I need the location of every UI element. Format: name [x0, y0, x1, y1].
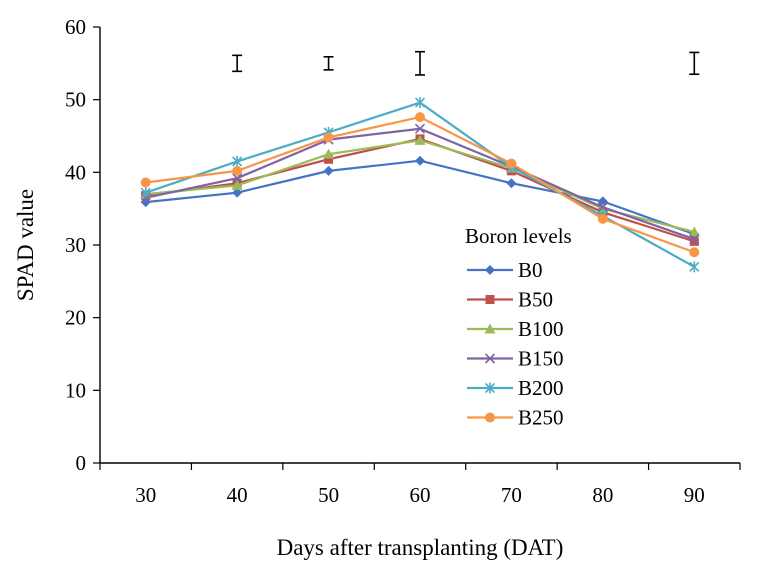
series-b250 [140, 112, 700, 258]
data-point-b250 [506, 158, 517, 169]
series-line-b100 [145, 139, 695, 233]
y-tick-label: 60 [65, 15, 86, 39]
legend: Boron levels B0 B50 B100 B150 B200 B250 [465, 224, 572, 430]
series-b100 [140, 134, 700, 237]
x-tick-label: 80 [592, 483, 613, 507]
series-b0 [140, 155, 700, 240]
data-point-b200 [414, 97, 426, 109]
series-lines [140, 97, 700, 273]
legend-marker [484, 353, 496, 364]
data-point-b50 [689, 236, 699, 246]
legend-marker [485, 295, 495, 304]
data-point-b250 [415, 112, 425, 123]
legend-item-b200: B200 [467, 376, 564, 400]
legend-label: B0 [518, 258, 543, 282]
data-point-b200 [689, 261, 700, 273]
legend-label: B150 [518, 347, 564, 371]
y-tick-label: 0 [76, 451, 87, 475]
legend-label: B50 [518, 288, 553, 312]
legend-marker [485, 412, 495, 423]
legend-item-b150: B150 [467, 347, 564, 371]
y-tick-label: 20 [65, 306, 86, 330]
data-point-b250 [232, 165, 243, 176]
y-tick-label: 30 [65, 233, 86, 257]
data-point-b150-stroke [414, 123, 426, 134]
data-point-b0 [506, 178, 517, 189]
legend-title: Boron levels [465, 224, 572, 248]
data-point-b200 [140, 187, 151, 199]
x-tick-label: 30 [135, 483, 156, 507]
x-tick-label: 50 [318, 483, 339, 507]
data-point-b250 [689, 247, 700, 258]
y-tick-label: 50 [65, 88, 86, 112]
series-b50 [141, 134, 699, 246]
data-point-b150-stroke [597, 202, 608, 213]
x-axis-title: Days after transplanting (DAT) [277, 535, 564, 560]
data-point-b100 [323, 148, 335, 159]
axes: 0 10 20 30 40 50 60 30 40 50 60 70 80 90 [65, 15, 741, 507]
legend-label: B100 [518, 317, 564, 341]
data-point-b150 [597, 202, 608, 213]
data-point-b150 [414, 123, 426, 134]
y-tick-label: 10 [65, 378, 86, 402]
data-point-b0 [323, 165, 334, 176]
data-point-b50 [324, 154, 334, 164]
legend-item-b250: B250 [467, 406, 564, 430]
data-point-b150 [232, 173, 243, 184]
data-point-b100 [414, 134, 426, 145]
error-bars [232, 50, 700, 76]
x-tick-label: 70 [501, 483, 522, 507]
y-axis-title: SPAD value [13, 189, 38, 301]
x-tick-label: 40 [227, 483, 248, 507]
y-tick-label: 40 [65, 160, 86, 184]
x-tick-label: 90 [684, 483, 705, 507]
legend-item-b100: B100 [467, 317, 564, 341]
legend-marker [484, 382, 496, 394]
legend-label: B250 [518, 406, 564, 430]
data-point-b100 [688, 226, 700, 237]
legend-label: B200 [518, 376, 564, 400]
legend-marker-stroke [484, 353, 496, 364]
x-tick-label: 60 [410, 483, 431, 507]
legend-item-b0: B0 [467, 258, 543, 282]
legend-marker [484, 323, 496, 334]
legend-marker [485, 265, 495, 275]
data-point-b150 [689, 234, 700, 245]
data-point-b250 [140, 177, 151, 188]
data-point-b150-stroke [689, 234, 700, 245]
legend-item-b50: B50 [467, 288, 553, 312]
data-point-b250 [597, 213, 608, 224]
data-point-b250 [323, 132, 334, 143]
data-point-b200 [232, 155, 243, 167]
data-point-b0 [415, 155, 425, 166]
data-point-b0 [232, 187, 243, 198]
series-line-b50 [145, 137, 695, 243]
data-point-b150-stroke [232, 173, 243, 184]
data-point-b100 [231, 179, 243, 190]
